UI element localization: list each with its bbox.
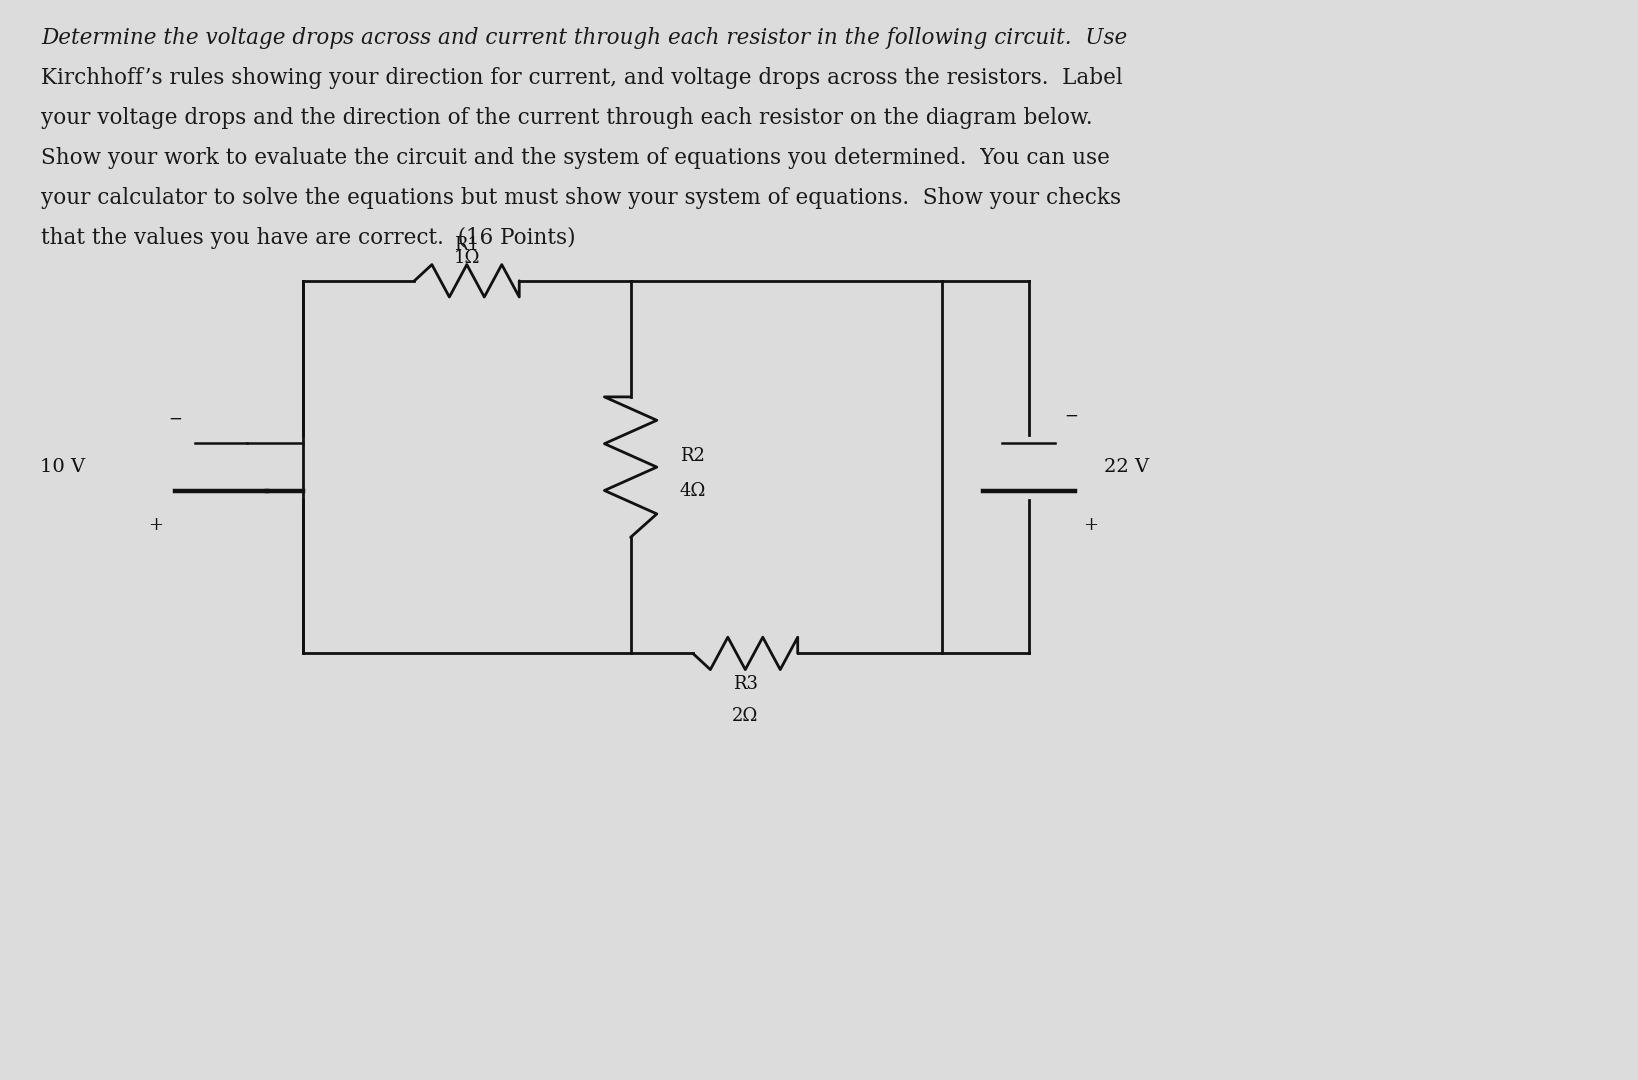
Text: that the values you have are correct.  (16 Points): that the values you have are correct. (1… [41, 227, 575, 248]
Text: +: + [1083, 516, 1099, 535]
Text: 22 V: 22 V [1104, 458, 1150, 476]
Text: Show your work to evaluate the circuit and the system of equations you determine: Show your work to evaluate the circuit a… [41, 147, 1111, 168]
Text: R2: R2 [680, 447, 704, 465]
Text: Kirchhoff’s rules showing your direction for current, and voltage drops across t: Kirchhoff’s rules showing your direction… [41, 67, 1122, 89]
Text: your voltage drops and the direction of the current through each resistor on the: your voltage drops and the direction of … [41, 107, 1093, 129]
Text: R3: R3 [732, 675, 758, 693]
Text: 2Ω: 2Ω [732, 707, 758, 726]
Text: −: − [169, 411, 182, 428]
Text: your calculator to solve the equations but must show your system of equations.  : your calculator to solve the equations b… [41, 187, 1120, 208]
Text: Determine the voltage drops across and current through each resistor in the foll: Determine the voltage drops across and c… [41, 27, 1127, 49]
Text: +: + [147, 516, 164, 535]
Text: R1: R1 [454, 235, 480, 254]
Text: −: − [1065, 408, 1078, 424]
Text: 1Ω: 1Ω [454, 248, 480, 267]
Text: 10 V: 10 V [39, 458, 85, 476]
Text: 4Ω: 4Ω [680, 482, 706, 500]
